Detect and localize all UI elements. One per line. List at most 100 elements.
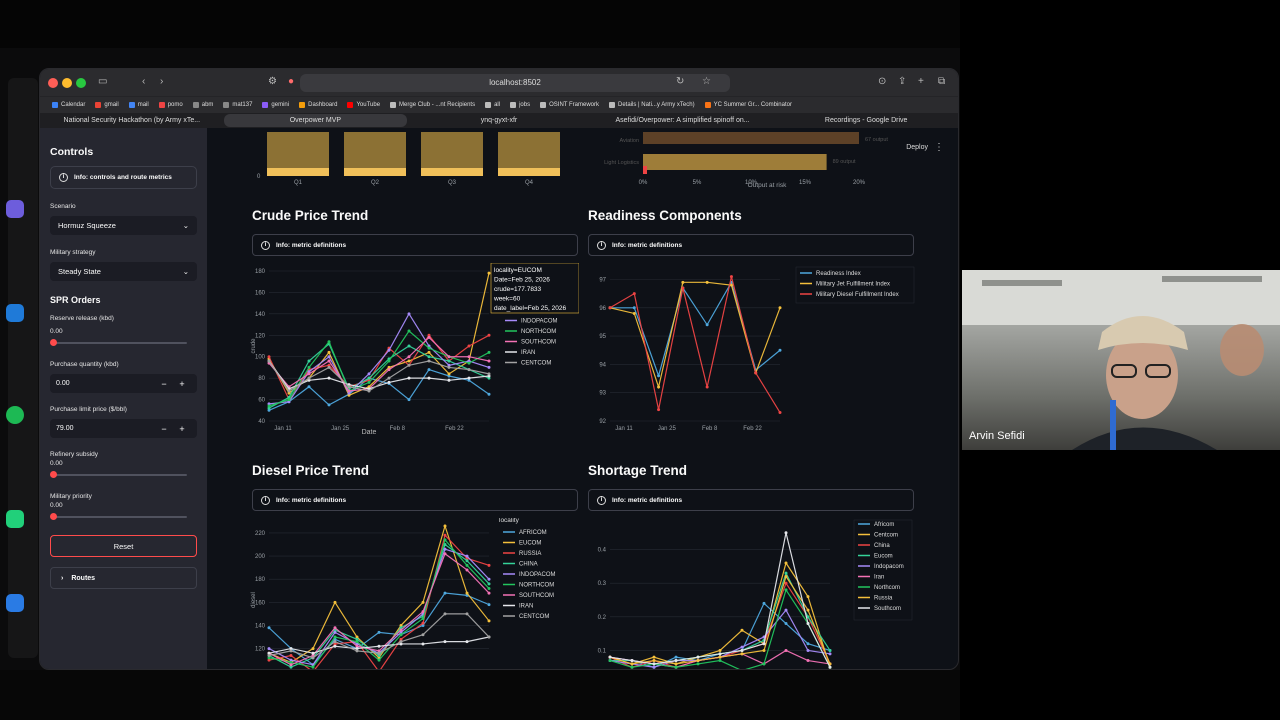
minimize-window-button[interactable] <box>62 78 72 88</box>
priority-slider[interactable] <box>50 509 197 523</box>
data-point <box>447 355 451 359</box>
forward-arrow-icon[interactable]: › <box>160 76 164 87</box>
bookmark-item[interactable]: all <box>485 102 500 108</box>
scenario-select[interactable]: Hormuz Squeeze ⌄ <box>50 216 197 235</box>
close-window-button[interactable] <box>48 78 58 88</box>
data-point <box>311 665 315 669</box>
bookmark-item[interactable]: mat137 <box>223 102 252 108</box>
zoom-window-button[interactable] <box>76 78 86 88</box>
y-tick-label: 220 <box>255 531 266 537</box>
data-point <box>806 615 810 619</box>
shortage-chart-svg[interactable]: 0.1 0.2 0.3 0.4 Africom Centcom China Eucom Indo… <box>588 518 918 669</box>
y-tick-label: 0.1 <box>598 648 607 654</box>
bookmark-item[interactable]: abm <box>192 102 213 108</box>
deploy-button[interactable]: Deploy <box>906 144 928 151</box>
bookmark-item[interactable]: Dashboard <box>299 102 337 108</box>
shortage-chart[interactable]: 0.1 0.2 0.3 0.4 Africom Centcom China Eucom Indo… <box>588 518 918 669</box>
data-point <box>467 355 471 359</box>
browser-tab[interactable]: ynq-gyxt-xfr <box>480 117 518 124</box>
diesel-info-expander[interactable]: i Info: metric definitions <box>252 489 578 511</box>
readiness-chart[interactable]: 92 93 94 95 96 97 Jan 11 Jan 25 Feb 8 Feb 22 Readi… <box>588 263 918 443</box>
crude-info-expander[interactable]: i Info: metric definitions <box>252 234 578 256</box>
bookmark-item[interactable]: gmail <box>95 102 119 108</box>
bookmark-item[interactable]: Merge Club - ...nt Recipients <box>390 102 475 108</box>
bookmark-item[interactable]: YouTube <box>347 102 380 108</box>
tab-overview-icon[interactable]: ⧉ <box>938 76 946 87</box>
bookmark-item[interactable]: Details | Nati...y Army xTech) <box>609 102 695 108</box>
diesel-chart-svg[interactable]: 100120140160180200220diesellocalityAFRIC… <box>249 518 579 669</box>
reserve-label: Reserve release (kbd) <box>50 315 114 322</box>
data-point <box>333 626 337 630</box>
data-point <box>377 630 381 634</box>
bookmark-star-icon[interactable]: ☆ <box>702 76 711 87</box>
data-point <box>311 656 315 660</box>
vscode-icon[interactable] <box>6 304 24 322</box>
share-icon[interactable]: ⇪ <box>898 76 907 87</box>
slider-thumb[interactable] <box>50 339 57 346</box>
address-bar[interactable]: localhost:8502 <box>300 74 730 92</box>
reserve-slider[interactable] <box>50 335 197 349</box>
data-point <box>333 642 337 646</box>
finder-icon[interactable] <box>6 594 24 612</box>
reload-icon[interactable]: ↻ <box>676 76 685 87</box>
data-point <box>399 628 403 632</box>
plus-button[interactable]: + <box>179 423 185 434</box>
record-icon[interactable]: ● <box>288 76 295 87</box>
purchase-limit-input[interactable]: 79.00 − + <box>50 419 197 438</box>
downloads-icon[interactable]: ⊙ <box>878 76 887 87</box>
quarter-bar-base <box>498 168 560 176</box>
crude-chart[interactable]: 40 60 80 100 120 140 160 180 Jan 11 Jan 25 Feb 8 Fe… <box>249 263 579 443</box>
controls-info-expander[interactable]: i Info: controls and route metrics <box>50 166 197 189</box>
new-tab-icon[interactable]: + <box>918 76 924 87</box>
data-point <box>828 665 832 669</box>
bookmark-item[interactable]: Calendar <box>52 102 85 108</box>
settings-gear-icon[interactable]: ⚙ <box>268 76 277 87</box>
plus-button[interactable]: + <box>179 378 185 389</box>
bookmark-item[interactable]: OSINT Framework <box>540 102 599 108</box>
slider-thumb[interactable] <box>50 471 57 478</box>
reset-button[interactable]: Reset <box>50 535 197 557</box>
shortage-info-expander[interactable]: i Info: metric definitions <box>588 489 914 511</box>
browser-tab[interactable]: National Security Hackathon (by Army xTe… <box>63 117 201 124</box>
sidebar-toggle-icon[interactable]: ▭ <box>98 76 108 87</box>
readiness-chart-svg[interactable]: 92 93 94 95 96 97 Jan 11 Jan 25 Feb 8 Feb 22 Readi… <box>588 263 918 443</box>
bookmark-item[interactable]: YC Summer Gr... Combinator <box>704 102 792 108</box>
legend-label: Military Jet Fulfillment Index <box>816 282 890 288</box>
tab-strip: National Security Hackathon (by Army xTe… <box>40 113 958 128</box>
bookmark-item[interactable]: gemini <box>262 102 289 108</box>
data-point <box>657 408 661 412</box>
minus-button[interactable]: − <box>161 423 167 434</box>
data-point <box>427 355 431 359</box>
data-point <box>267 404 271 408</box>
data-point <box>487 577 491 581</box>
strategy-select[interactable]: Steady State ⌄ <box>50 262 197 281</box>
browser-tab[interactable]: Asefidi/Overpower: A simplified spinoff … <box>615 117 750 124</box>
pycharm-icon[interactable] <box>6 510 24 528</box>
routes-expander[interactable]: › Routes <box>50 567 197 589</box>
x-tick-label: Jan 11 <box>615 426 633 432</box>
back-arrow-icon[interactable]: ‹ <box>142 76 146 87</box>
refinery-value: 0.00 <box>50 460 63 467</box>
data-point <box>289 658 293 662</box>
refinery-slider[interactable] <box>50 467 197 481</box>
data-point <box>267 355 271 359</box>
main-menu-icon[interactable]: ⋮ <box>934 142 944 153</box>
data-point <box>289 663 293 667</box>
minus-button[interactable]: − <box>161 378 167 389</box>
bookmark-item[interactable]: pomo <box>158 102 183 108</box>
dock-app-icon[interactable] <box>6 200 24 218</box>
data-point <box>427 346 431 350</box>
purchase-qty-input[interactable]: 0.00 − + <box>50 374 197 393</box>
diesel-chart[interactable]: 100120140160180200220diesellocalityAFRIC… <box>249 518 579 669</box>
data-point <box>487 582 491 586</box>
browser-tab[interactable]: Recordings - Google Drive <box>824 117 908 124</box>
data-point <box>289 665 293 669</box>
readiness-info-expander[interactable]: i Info: metric definitions <box>588 234 914 256</box>
crude-chart-svg[interactable]: 40 60 80 100 120 140 160 180 Jan 11 Jan 25 Feb 8 Fe… <box>249 263 579 443</box>
data-point <box>377 644 381 648</box>
spotify-icon[interactable] <box>6 406 24 424</box>
browser-tab-active[interactable]: Overpower MVP <box>223 114 408 127</box>
bookmark-item[interactable]: jobs <box>510 102 530 108</box>
slider-thumb[interactable] <box>50 513 57 520</box>
bookmark-item[interactable]: mail <box>128 102 149 108</box>
